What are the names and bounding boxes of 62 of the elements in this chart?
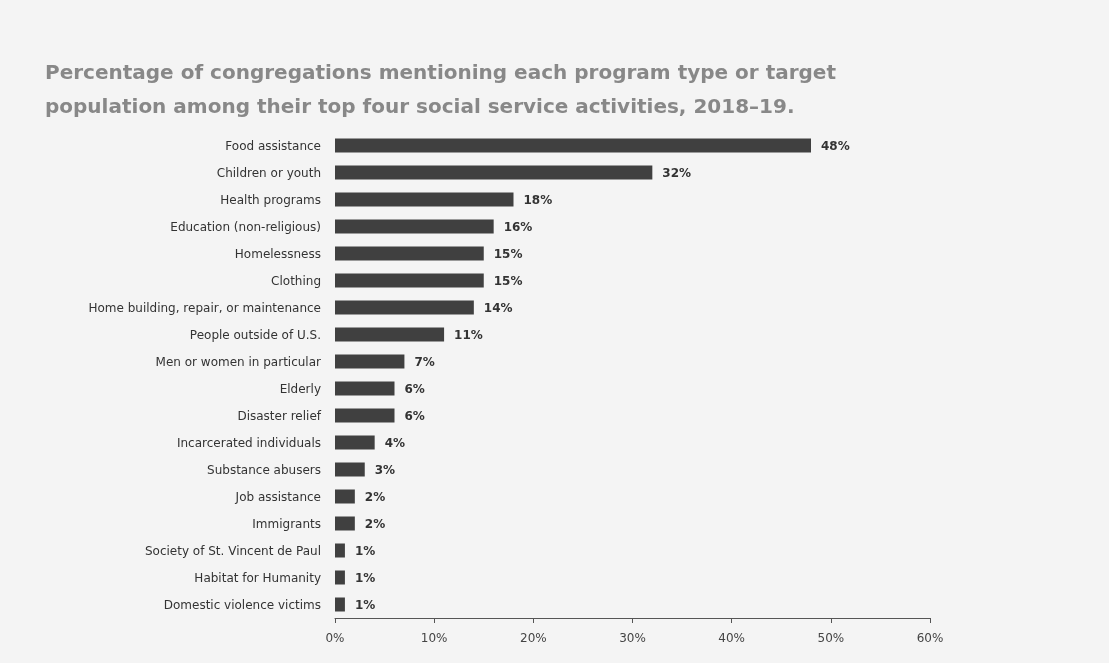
x-tick-label: 0% [325, 631, 345, 645]
data-label: 1% [354, 597, 376, 612]
bar [335, 381, 395, 396]
y-tick-label: Education (non-religious) [170, 219, 321, 234]
y-tick-label: Domestic violence victims [163, 597, 321, 612]
y-tick-label: Homelessness [234, 246, 321, 261]
bar [335, 462, 365, 477]
bar [335, 273, 484, 288]
data-label: 11% [454, 327, 483, 342]
data-label: 6% [404, 408, 425, 423]
y-tick-label: Job assistance [234, 489, 321, 504]
x-tick-label: 30% [619, 631, 646, 645]
data-label: 32% [662, 165, 692, 180]
y-tick-label: Substance abusers [207, 462, 321, 477]
data-label: 6% [404, 381, 425, 396]
bar [335, 597, 345, 612]
data-label: 1% [354, 543, 376, 558]
bar [335, 192, 514, 207]
y-tick-label: Disaster relief [237, 408, 322, 423]
y-tick-label: Health programs [220, 192, 321, 207]
data-label: 1% [354, 570, 376, 585]
y-tick-label: People outside of U.S. [189, 327, 321, 342]
y-tick-label: Men or women in particular [155, 354, 322, 369]
bar [335, 138, 811, 153]
chart-title: Percentage of congregations mentioning each program type or target population among their top four social service activities, 2018–19. [45, 60, 843, 118]
bar [335, 543, 345, 558]
y-tick-label: Incarcerated individuals [176, 435, 321, 450]
bar [335, 435, 375, 450]
data-label: 18% [523, 192, 553, 207]
data-label: 48% [821, 138, 850, 153]
bar [335, 219, 494, 234]
x-tick-label: 10% [420, 631, 448, 645]
bar [335, 354, 405, 369]
data-label: 2% [364, 516, 386, 531]
y-tick-label: Clothing [271, 273, 321, 288]
bar [335, 516, 355, 531]
data-label: 15% [493, 246, 523, 261]
y-tick-label: Food assistance [225, 138, 321, 153]
data-label: 14% [483, 300, 513, 315]
x-tick-label: 20% [520, 631, 547, 645]
bar [335, 327, 445, 342]
bar [335, 300, 474, 315]
x-tick-label: 50% [817, 631, 845, 645]
bar [335, 408, 395, 423]
y-tick-label: Habitat for Humanity [194, 570, 321, 585]
bar [335, 570, 345, 585]
data-label: 2% [364, 489, 386, 504]
data-label: 15% [493, 273, 523, 288]
x-tick-label: 40% [718, 631, 745, 645]
y-tick-label: Immigrants [252, 516, 321, 531]
y-tick-label: Children or youth [216, 165, 321, 180]
y-tick-label: Elderly [279, 381, 321, 396]
bar [335, 489, 355, 504]
data-label: 4% [384, 435, 406, 450]
bar [335, 246, 484, 261]
data-label: 7% [414, 354, 435, 369]
bar [335, 165, 653, 180]
data-label: 3% [374, 462, 396, 477]
y-tick-label: Society of St. Vincent de Paul [144, 543, 321, 558]
data-label: 16% [503, 219, 533, 234]
x-tick-label: 60% [916, 631, 944, 645]
y-tick-label: Home building, repair, or maintenance [88, 300, 321, 315]
